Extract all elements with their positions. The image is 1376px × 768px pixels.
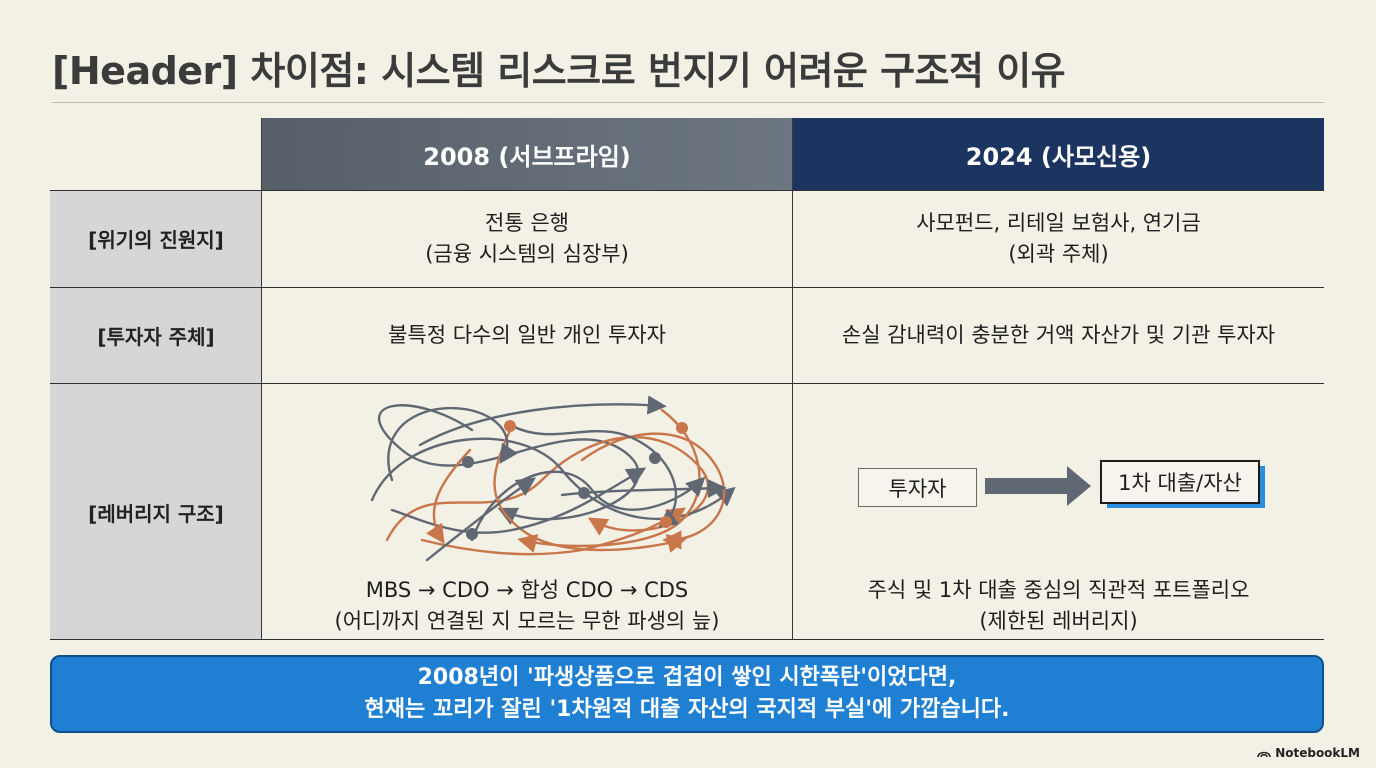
cell-investor-2008: 불특정 다수의 일반 개인 투자자 xyxy=(262,288,792,383)
cell-line: MBS → CDO → 합성 CDO → CDS xyxy=(365,578,689,602)
cell-line: (제한된 레버리지) xyxy=(979,609,1138,633)
cell-line: 전통 은행 xyxy=(485,210,569,235)
table-divider xyxy=(261,118,262,640)
portfolio-text: 주식 및 1차 대출 중심의 직관적 포트폴리오 (제한된 레버리지) xyxy=(793,574,1324,638)
brand-mark: NotebookLM xyxy=(1257,746,1360,760)
row-label-leverage: [레버리지 구조] xyxy=(50,384,262,640)
row-label-investor: [투자자 주체] xyxy=(50,288,262,383)
cell-line: 불특정 다수의 일반 개인 투자자 xyxy=(388,323,666,347)
flow-box-primary-loan: 1차 대출/자산 xyxy=(1100,460,1260,504)
callout-line-2: 현재는 꼬리가 잘린 '1차원적 대출 자산의 국지적 부실'에 가깝습니다. xyxy=(364,697,1010,722)
column-header-2008: 2008 (서브프라임) xyxy=(262,118,792,190)
notebooklm-logo-icon xyxy=(1257,751,1271,758)
cell-line: 손실 감내력이 충분한 거액 자산가 및 기관 투자자 xyxy=(841,323,1276,347)
cell-origin-2008: 전통 은행 (금융 시스템의 심장부) xyxy=(262,190,792,287)
comparison-table: 2008 (서브프라임) 2024 (사모신용) [위기의 진원지] [투자자 … xyxy=(50,118,1324,640)
cell-line: (어디까지 연결된 지 모르는 무한 파생의 늪) xyxy=(334,609,720,633)
table-divider xyxy=(50,287,1324,288)
page-title: [Header] 차이점: 시스템 리스크로 번지기 어려운 구조적 이유 xyxy=(52,49,1066,93)
callout-line-1: 2008년이 '파생상품으로 겹겹이 쌓인 시한폭탄'이었다면, xyxy=(417,665,957,690)
summary-callout: 2008년이 '파생상품으로 겹겹이 쌓인 시한폭탄'이었다면, 현재는 꼬리가… xyxy=(50,655,1324,733)
row-label-origin: [위기의 진원지] xyxy=(50,190,262,287)
flow-box-investor: 투자자 xyxy=(858,468,977,507)
cell-line: (금융 시스템의 심장부) xyxy=(425,241,629,266)
table-divider xyxy=(50,190,1324,191)
cell-leverage-2024: 투자자 1차 대출/자산 주식 및 1차 대출 중심의 직관적 포트폴리오 (제… xyxy=(793,384,1324,640)
leverage-chain-text: MBS → CDO → 합성 CDO → CDS (어디까지 연결된 지 모르는… xyxy=(262,574,792,638)
cell-investor-2024: 손실 감내력이 충분한 거액 자산가 및 기관 투자자 xyxy=(793,288,1324,383)
tangled-derivatives-network-icon xyxy=(370,395,736,562)
title-divider xyxy=(52,102,1324,103)
column-header-2024: 2024 (사모신용) xyxy=(793,118,1324,190)
cell-leverage-2008: MBS → CDO → 합성 CDO → CDS (어디까지 연결된 지 모르는… xyxy=(262,384,792,640)
cell-line: 사모펀드, 리테일 보험사, 연기금 xyxy=(916,210,1201,235)
table-divider xyxy=(792,118,793,640)
cell-origin-2024: 사모펀드, 리테일 보험사, 연기금 (외곽 주체) xyxy=(793,190,1324,287)
table-divider xyxy=(50,639,1324,640)
table-divider xyxy=(50,383,1324,384)
brand-label: NotebookLM xyxy=(1275,746,1360,760)
cell-line: 주식 및 1차 대출 중심의 직관적 포트폴리오 xyxy=(867,578,1250,602)
cell-line: (외곽 주체) xyxy=(1008,241,1109,266)
right-arrow-icon xyxy=(985,466,1091,506)
